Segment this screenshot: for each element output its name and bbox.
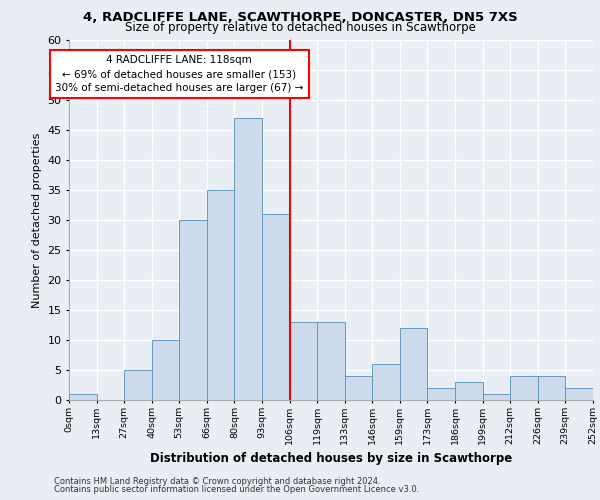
Bar <box>482 394 510 400</box>
Text: Size of property relative to detached houses in Scawthorpe: Size of property relative to detached ho… <box>125 22 475 35</box>
Bar <box>455 382 482 400</box>
Bar <box>538 376 565 400</box>
Bar <box>152 340 179 400</box>
Bar <box>510 376 538 400</box>
Text: Contains HM Land Registry data © Crown copyright and database right 2024.: Contains HM Land Registry data © Crown c… <box>54 477 380 486</box>
Text: 4 RADCLIFFE LANE: 118sqm
← 69% of detached houses are smaller (153)
30% of semi-: 4 RADCLIFFE LANE: 118sqm ← 69% of detach… <box>55 55 304 93</box>
Y-axis label: Number of detached properties: Number of detached properties <box>32 132 41 308</box>
Bar <box>317 322 344 400</box>
Bar <box>372 364 400 400</box>
Bar <box>235 118 262 400</box>
Bar <box>565 388 593 400</box>
Bar <box>69 394 97 400</box>
Text: Contains public sector information licensed under the Open Government Licence v3: Contains public sector information licen… <box>54 485 419 494</box>
Bar <box>400 328 427 400</box>
Bar <box>207 190 235 400</box>
X-axis label: Distribution of detached houses by size in Scawthorpe: Distribution of detached houses by size … <box>150 452 512 466</box>
Bar <box>290 322 317 400</box>
Bar <box>427 388 455 400</box>
Bar <box>344 376 372 400</box>
Text: 4, RADCLIFFE LANE, SCAWTHORPE, DONCASTER, DN5 7XS: 4, RADCLIFFE LANE, SCAWTHORPE, DONCASTER… <box>83 11 517 24</box>
Bar <box>124 370 152 400</box>
Bar <box>179 220 207 400</box>
Bar <box>262 214 290 400</box>
